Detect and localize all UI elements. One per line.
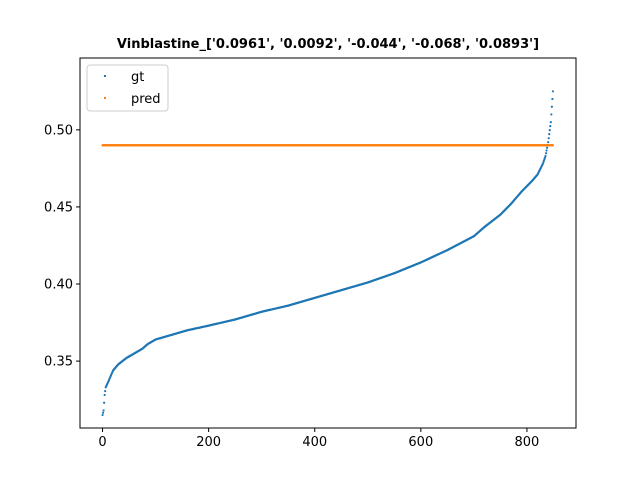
- legend-label-pred: pred: [131, 92, 161, 107]
- plot-frame: [79, 57, 577, 429]
- gt-point: [544, 152, 548, 155]
- gt-point: [550, 113, 553, 116]
- x-tick-label: 400: [302, 435, 327, 450]
- x-tick-label: 0: [98, 435, 106, 450]
- gt-point: [101, 411, 105, 414]
- plot-points: [101, 90, 555, 417]
- gt-point: [548, 129, 551, 132]
- legend: gt pred: [86, 64, 169, 112]
- x-tick-label: 800: [515, 435, 540, 450]
- x-tick-label: 200: [196, 435, 221, 450]
- gt-point: [545, 146, 549, 149]
- x-tick-label: 600: [408, 435, 433, 450]
- gt-point: [103, 401, 106, 404]
- gt-point: [549, 121, 552, 124]
- legend-box: [86, 64, 169, 112]
- pred-point: [551, 144, 555, 147]
- y-tick-label: 0.40: [44, 278, 73, 293]
- chart-title: Vinblastine_['0.0961', '0.0092', '-0.044…: [117, 37, 539, 52]
- gt-point: [551, 97, 554, 101]
- gt-point: [547, 137, 550, 140]
- gt-point: [102, 409, 105, 412]
- gt-point: [104, 390, 107, 393]
- gt-point: [550, 105, 553, 108]
- gt-point: [548, 133, 551, 136]
- y-axis: 0.35 0.40 0.45 0.50: [44, 123, 80, 370]
- gt-point: [551, 90, 555, 93]
- gt-point: [549, 125, 552, 128]
- gt-point: [101, 413, 104, 417]
- legend-marker-pred: [104, 97, 106, 99]
- gt-point: [544, 154, 547, 158]
- legend-marker-gt: [104, 75, 106, 77]
- y-tick-label: 0.45: [44, 200, 73, 215]
- y-tick-label: 0.50: [44, 123, 73, 138]
- gt-point: [103, 393, 106, 397]
- legend-label-gt: gt: [131, 70, 144, 85]
- gt-point: [547, 141, 550, 144]
- y-tick-label: 0.35: [44, 355, 73, 370]
- gt-point: [545, 149, 548, 152]
- x-axis: 0 200 400 600 800: [98, 428, 539, 450]
